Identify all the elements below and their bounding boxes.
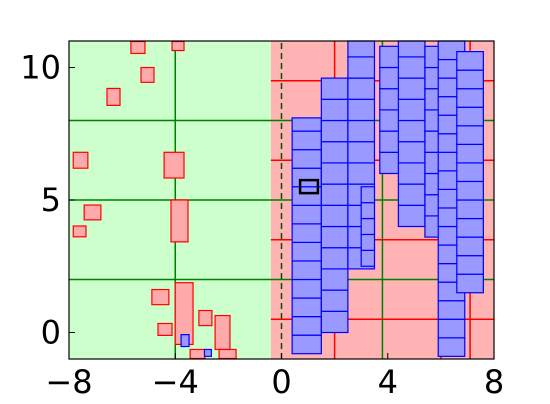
- box: [198, 309, 213, 327]
- cell: [347, 56, 376, 79]
- cell: [347, 162, 376, 185]
- box: [72, 225, 87, 238]
- cell: [397, 119, 426, 143]
- cell: [456, 125, 484, 145]
- cell: [347, 77, 376, 100]
- cell: [397, 141, 426, 164]
- cell: [320, 204, 349, 228]
- cell: [360, 186, 376, 204]
- cell: [456, 217, 484, 238]
- box: [130, 40, 146, 55]
- cell: [397, 77, 426, 100]
- x-tick-label: 4: [378, 363, 398, 400]
- cell: [456, 162, 484, 183]
- x-tick-label: −8: [45, 363, 92, 400]
- box: [106, 87, 121, 106]
- cell: [320, 247, 349, 270]
- cell: [360, 217, 376, 236]
- cell: [291, 278, 322, 299]
- cell: [456, 88, 484, 108]
- y-tick-label: 0: [41, 314, 61, 352]
- cell: [437, 300, 466, 320]
- cell: [456, 273, 484, 294]
- box: [163, 151, 185, 179]
- cell: [397, 56, 426, 79]
- cell: [397, 40, 426, 58]
- cell: [456, 50, 484, 71]
- cell: [291, 241, 322, 262]
- cell: [456, 106, 484, 127]
- marker: [298, 178, 320, 195]
- cell: [437, 337, 466, 357]
- cell: [347, 119, 376, 143]
- cell: [320, 289, 349, 312]
- cell: [397, 162, 426, 185]
- cell: [320, 183, 349, 206]
- box: [214, 314, 231, 351]
- cell: [291, 130, 322, 151]
- cell: [291, 117, 322, 132]
- blue-box: [203, 348, 212, 357]
- cell: [320, 162, 349, 185]
- cell: [397, 98, 426, 122]
- cell: [456, 143, 484, 164]
- box: [218, 348, 237, 360]
- cell: [291, 334, 322, 355]
- cell: [360, 249, 376, 267]
- cell: [360, 233, 376, 251]
- cell: [320, 310, 349, 334]
- box: [157, 322, 173, 337]
- cell: [291, 204, 322, 225]
- cell: [291, 316, 322, 336]
- box: [140, 66, 155, 83]
- box: [83, 204, 102, 221]
- y-tick-label: 5: [41, 181, 61, 219]
- box: [189, 348, 206, 360]
- y-tick-label: 10: [20, 49, 61, 87]
- cell: [320, 77, 349, 100]
- cell: [291, 260, 322, 281]
- cell: [320, 98, 349, 122]
- box: [72, 151, 89, 169]
- blue-box: [180, 334, 190, 348]
- cell: [320, 225, 349, 249]
- cell: [397, 204, 426, 228]
- cell: [347, 98, 376, 122]
- box: [170, 199, 189, 243]
- cell: [360, 202, 376, 220]
- cell: [291, 297, 322, 318]
- cell: [456, 199, 484, 220]
- x-tick-label: 0: [271, 363, 291, 400]
- cell: [291, 149, 322, 169]
- cell: [456, 180, 484, 201]
- cell: [347, 40, 376, 58]
- box: [151, 288, 170, 306]
- cell: [456, 69, 484, 90]
- cell: [347, 141, 376, 164]
- box: [171, 40, 185, 52]
- cell: [456, 255, 484, 275]
- cell: [456, 236, 484, 257]
- cell: [320, 141, 349, 164]
- x-tick-label: 8: [484, 363, 504, 400]
- cell: [320, 119, 349, 143]
- cell: [291, 223, 322, 244]
- cell: [320, 268, 349, 291]
- x-tick-label: −4: [152, 363, 199, 400]
- cell: [397, 183, 426, 206]
- cell: [437, 318, 466, 339]
